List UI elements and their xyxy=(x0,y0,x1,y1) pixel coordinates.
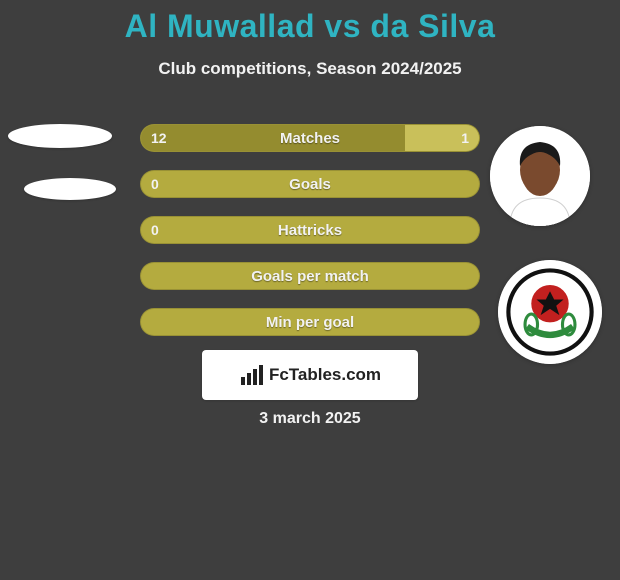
stat-label: Min per goal xyxy=(141,309,479,335)
stat-label: Matches xyxy=(141,125,479,151)
stat-label: Goals xyxy=(141,171,479,197)
stat-value-left: 0 xyxy=(151,171,159,197)
left-avatar-placeholder-1 xyxy=(8,124,112,148)
player-portrait-icon xyxy=(490,126,590,226)
player-right-name: da Silva xyxy=(370,8,495,44)
stat-row: Goals0 xyxy=(140,170,480,198)
stat-value-right: 1 xyxy=(461,125,469,151)
stat-value-left: 12 xyxy=(151,125,167,151)
stat-row: Goals per match xyxy=(140,262,480,290)
vs-label: vs xyxy=(324,8,361,44)
stat-value-left: 0 xyxy=(151,217,159,243)
page-title: Al Muwallad vs da Silva xyxy=(0,0,620,45)
stat-row: Min per goal xyxy=(140,308,480,336)
club-badge xyxy=(498,260,602,364)
date-label: 3 march 2025 xyxy=(0,410,620,428)
player-right-avatar xyxy=(490,126,590,226)
club-badge-icon xyxy=(498,260,602,364)
left-avatar-placeholder-2 xyxy=(24,178,116,200)
branding-text: FcTables.com xyxy=(269,365,381,385)
stat-label: Goals per match xyxy=(141,263,479,289)
player-left-name: Al Muwallad xyxy=(125,8,315,44)
stat-row: Matches12 1 xyxy=(140,124,480,152)
stat-label: Hattricks xyxy=(141,217,479,243)
stats-rows: Matches121Goals0Hattricks0Goals per matc… xyxy=(140,124,480,354)
bar-chart-icon xyxy=(239,363,263,387)
stat-row: Hattricks0 xyxy=(140,216,480,244)
subtitle: Club competitions, Season 2024/2025 xyxy=(0,59,620,79)
branding: FcTables.com xyxy=(202,350,418,400)
